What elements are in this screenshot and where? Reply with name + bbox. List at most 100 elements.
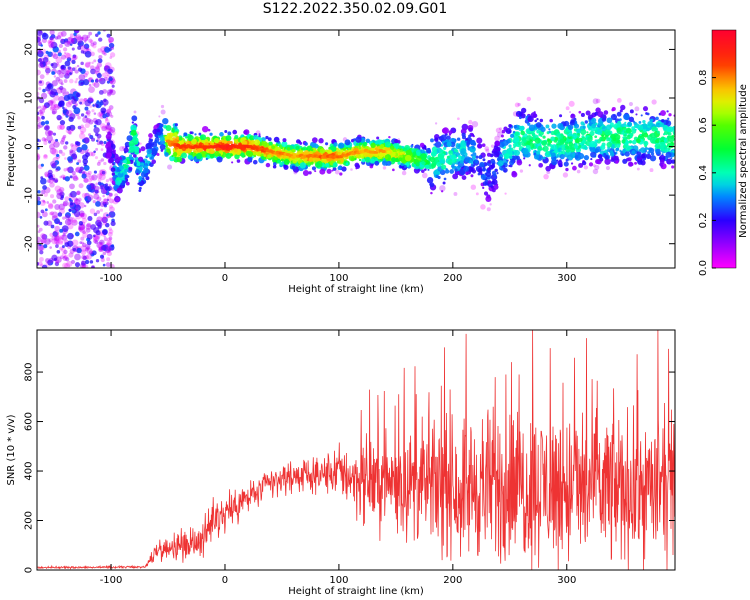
heatmap-cell bbox=[660, 136, 665, 141]
heatmap-cell bbox=[108, 36, 114, 43]
heatmap-cell bbox=[111, 177, 115, 181]
heatmap-cell bbox=[310, 148, 314, 152]
heatmap-cell bbox=[382, 166, 387, 170]
heatmap-cell bbox=[73, 210, 81, 218]
heatmap-cell bbox=[141, 176, 145, 180]
heatmap-cell bbox=[68, 131, 72, 135]
heatmap-cell bbox=[93, 150, 96, 154]
heatmap-cell bbox=[635, 113, 638, 116]
heatmap-cell bbox=[73, 198, 81, 206]
heatmap-cell bbox=[62, 216, 66, 220]
heatmap-cell bbox=[60, 140, 65, 145]
heatmap-cells bbox=[37, 30, 675, 268]
heatmap-cell bbox=[65, 53, 72, 60]
heatmap-cell bbox=[605, 124, 612, 131]
heatmap-cell bbox=[302, 169, 309, 177]
heatmap-cell bbox=[49, 246, 52, 249]
heatmap-cell bbox=[216, 156, 223, 163]
heatmap-cell bbox=[70, 39, 75, 45]
heatmap-cell bbox=[490, 144, 495, 148]
heatmap-cell bbox=[112, 163, 115, 166]
heatmap-cell bbox=[55, 244, 59, 248]
heatmap-cell bbox=[178, 139, 185, 145]
heatmap-cell bbox=[453, 192, 458, 196]
heatmap-cell bbox=[67, 130, 72, 135]
heatmap-cell bbox=[478, 167, 483, 172]
snr-xtick-label: -100 bbox=[100, 575, 123, 586]
heatmap-cell bbox=[42, 105, 48, 110]
heatmap-cell bbox=[542, 156, 546, 160]
heatmap-cell bbox=[105, 124, 110, 130]
heatmap-cell bbox=[45, 85, 51, 92]
heatmap-cell bbox=[71, 67, 76, 71]
heatmap-cell bbox=[132, 137, 139, 144]
heatmap-cell bbox=[246, 151, 253, 158]
heatmap-cell bbox=[109, 89, 114, 94]
heatmap-cell bbox=[327, 149, 333, 155]
heatmap-cell bbox=[38, 227, 43, 232]
heatmap-cell bbox=[219, 132, 224, 137]
heatmap-cell bbox=[666, 142, 673, 148]
heatmap-cell bbox=[570, 162, 574, 165]
heatmap-cell bbox=[631, 139, 637, 145]
heatmap-cell bbox=[106, 251, 112, 257]
heatmap-cell bbox=[110, 46, 115, 50]
heatmap-cell bbox=[94, 71, 98, 74]
heatmap-cell bbox=[386, 160, 392, 166]
heatmap-cell bbox=[56, 114, 62, 121]
heatmap-cell bbox=[49, 182, 55, 188]
heatmap-cell bbox=[58, 69, 62, 73]
heatmap-cell bbox=[43, 102, 50, 109]
heatmap-cell bbox=[109, 88, 114, 93]
heatmap-cell bbox=[205, 157, 208, 161]
heatmap-cell bbox=[627, 121, 633, 127]
heatmap-cell bbox=[424, 164, 430, 170]
heatmap-cell bbox=[105, 124, 112, 131]
heatmap-cell bbox=[176, 156, 183, 163]
heatmap-cell bbox=[586, 131, 589, 134]
heatmap-cell bbox=[80, 212, 87, 220]
heatmap-cell bbox=[557, 160, 563, 166]
heatmap-cell bbox=[221, 139, 225, 144]
heatmap-cell bbox=[410, 144, 414, 148]
heatmap-cell bbox=[85, 243, 91, 250]
heatmap-cell bbox=[600, 144, 606, 151]
heatmap-cell bbox=[95, 230, 101, 236]
colorbar-tick-label: 0.2 bbox=[698, 212, 709, 228]
heatmap-cell bbox=[110, 89, 116, 96]
heatmap-cell bbox=[66, 57, 72, 62]
heatmap-cell bbox=[98, 54, 103, 60]
heatmap-cell bbox=[91, 61, 94, 64]
heatmap-cell bbox=[295, 139, 301, 144]
heatmap-cell bbox=[470, 174, 474, 178]
heatmap-cell bbox=[88, 61, 91, 64]
heatmap-cell bbox=[516, 114, 519, 117]
heatmap-cell bbox=[209, 132, 213, 136]
heatmap-cell bbox=[313, 143, 319, 149]
heatmap-cell bbox=[625, 145, 631, 151]
heatmap-cell bbox=[319, 168, 326, 175]
heatmap-cell bbox=[611, 106, 616, 111]
heatmap-cell bbox=[468, 134, 472, 138]
heatmap-cell bbox=[53, 141, 60, 148]
heatmap-cell bbox=[403, 147, 407, 152]
heatmap-cell bbox=[130, 124, 137, 131]
heatmap-cell bbox=[534, 119, 538, 123]
heatmap-cell bbox=[56, 63, 60, 67]
heatmap-cell bbox=[295, 146, 300, 150]
heatmap-cell bbox=[54, 161, 58, 165]
heatmap-cell bbox=[646, 112, 650, 116]
heatmap-cell bbox=[643, 140, 649, 146]
heatmap-cell bbox=[439, 185, 446, 192]
heatmap-cell bbox=[75, 77, 79, 81]
heatmap-cell bbox=[519, 169, 524, 173]
heatmap-cell bbox=[94, 189, 99, 194]
heatmap-cell bbox=[598, 154, 603, 159]
heatmap-cell bbox=[98, 37, 103, 42]
heatmap-cell bbox=[312, 152, 315, 155]
heatmap-cell bbox=[560, 145, 563, 148]
heatmap-cell bbox=[478, 155, 483, 160]
heatmap-cell bbox=[116, 177, 120, 181]
heatmap-cell bbox=[434, 141, 442, 148]
heatmap-cell bbox=[56, 35, 62, 40]
